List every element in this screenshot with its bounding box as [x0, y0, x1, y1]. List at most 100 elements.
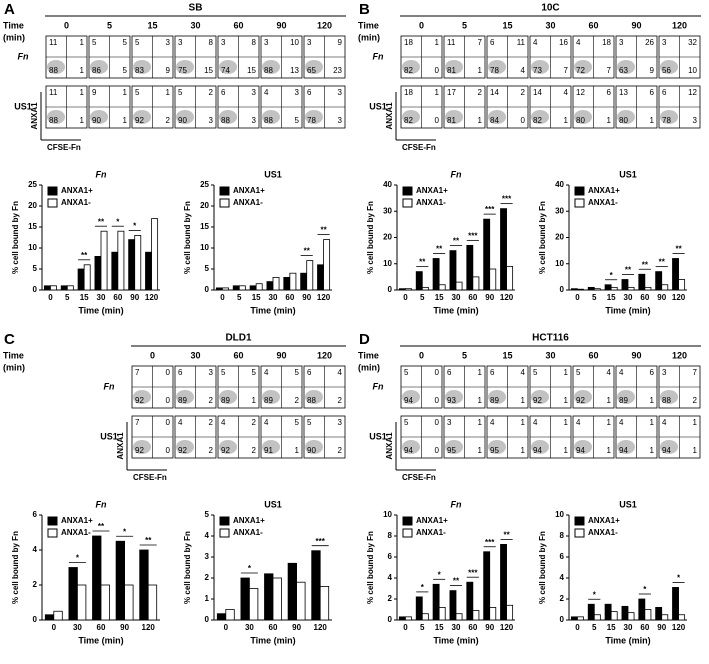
quadrant-value: 6 [307, 88, 312, 97]
quadrant-value: 75 [178, 66, 187, 75]
time: 30 [190, 350, 200, 360]
x-axis-name: CFSE-Fn [402, 143, 436, 152]
time: 90 [631, 20, 641, 30]
significance: *** [468, 231, 478, 240]
time: 15 [502, 350, 512, 360]
panel-title: 10C [541, 3, 559, 14]
legend-label: ANXA1- [416, 528, 446, 537]
cell-cloud [176, 60, 194, 74]
legend-label: ANXA1- [416, 198, 446, 207]
y-tick-label: 8 [560, 531, 565, 540]
y-tick-label: 40 [383, 180, 392, 189]
bar [255, 283, 263, 291]
time: 90 [276, 20, 286, 30]
legend-label: ANXA1- [588, 198, 618, 207]
y-tick-label: 0 [388, 285, 393, 294]
cell-cloud [574, 60, 592, 74]
quadrant-value: 94 [404, 396, 413, 405]
x-tick-label: 90 [292, 623, 301, 632]
bar [610, 286, 618, 291]
time: 120 [672, 20, 687, 30]
quadrant-value: 7 [135, 418, 140, 427]
quadrant-value: 6 [662, 88, 667, 97]
significance: ** [304, 247, 311, 256]
bar [610, 611, 618, 621]
significance: ** [419, 258, 426, 267]
quadrant-value: 5 [135, 88, 140, 97]
x-tick-label: 90 [657, 293, 666, 302]
bar [506, 265, 514, 291]
quadrant-value: 80 [619, 116, 628, 125]
quadrant-value: 89 [221, 396, 230, 405]
legend-label: ANXA1+ [416, 516, 448, 525]
significance: *** [485, 538, 495, 547]
quadrant-value: 1 [478, 368, 483, 377]
significance: *** [485, 205, 495, 214]
cell-cloud [531, 390, 549, 404]
bar [506, 604, 514, 621]
cell-cloud [617, 440, 635, 454]
quadrant-value: 63 [619, 66, 628, 75]
bar [466, 581, 474, 621]
x-tick-label: 15 [435, 293, 444, 302]
bar [672, 587, 679, 621]
quadrant-value: 90 [178, 116, 187, 125]
bar [319, 586, 330, 621]
y-tick-label: 6 [33, 510, 38, 519]
x-tick-label: 0 [575, 293, 580, 302]
significance: ** [436, 245, 443, 254]
time: 60 [588, 20, 598, 30]
chart-title: Fn [96, 499, 107, 509]
significance: ** [98, 217, 105, 226]
quadrant-value: 1 [123, 88, 128, 97]
legend-label: ANXA1+ [416, 186, 448, 195]
time: 60 [233, 20, 243, 30]
y-tick-label: 5 [205, 264, 210, 273]
quadrant-value: 2 [521, 88, 526, 97]
bar [398, 616, 406, 621]
quadrant-value: 78 [307, 116, 316, 125]
quadrant-value: 3 [338, 116, 343, 125]
quadrant-value: 4 [619, 368, 624, 377]
quadrant-value: 6 [650, 368, 655, 377]
x-tick-label: 15 [607, 293, 616, 302]
bar [117, 230, 125, 291]
quadrant-value: 88 [662, 396, 671, 405]
quadrant-value: 1 [295, 446, 300, 455]
significance: * [133, 222, 137, 231]
y-tick-label: 0 [33, 285, 38, 294]
time: 30 [545, 350, 555, 360]
quadrant-value: 1 [607, 396, 612, 405]
quadrant-value: 89 [178, 396, 187, 405]
bar [128, 239, 136, 291]
quadrant-value: 5 [123, 38, 128, 47]
significance: ** [675, 245, 682, 254]
row-label: Fn [18, 51, 29, 61]
bar [145, 251, 152, 291]
time: 5 [107, 20, 112, 30]
quadrant-value: 9 [92, 88, 97, 97]
bar [66, 285, 74, 291]
quadrant-value: 3 [619, 38, 624, 47]
chart-title: US1 [264, 499, 282, 509]
y-tick-label: 10 [383, 510, 392, 519]
cell-cloud [660, 440, 678, 454]
y-tick-label: 4 [205, 531, 210, 540]
bar [432, 583, 440, 621]
quadrant-value: 0 [521, 116, 526, 125]
x-tick-label: 30 [73, 623, 82, 632]
time-label: (min) [3, 32, 25, 42]
quadrant-value: 4 [521, 66, 526, 75]
bar [678, 614, 686, 621]
row-label: Fn [373, 381, 384, 391]
cell-cloud [617, 390, 635, 404]
quadrant-value: 93 [447, 396, 456, 405]
y-tick-label: 10 [28, 243, 37, 252]
y-tick-label: 15 [28, 222, 37, 231]
time: 120 [317, 20, 332, 30]
quadrant-value: 3 [307, 38, 312, 47]
significance: * [677, 574, 681, 583]
time: 60 [233, 350, 243, 360]
quadrant-value: 3 [693, 116, 698, 125]
bar [216, 613, 227, 621]
